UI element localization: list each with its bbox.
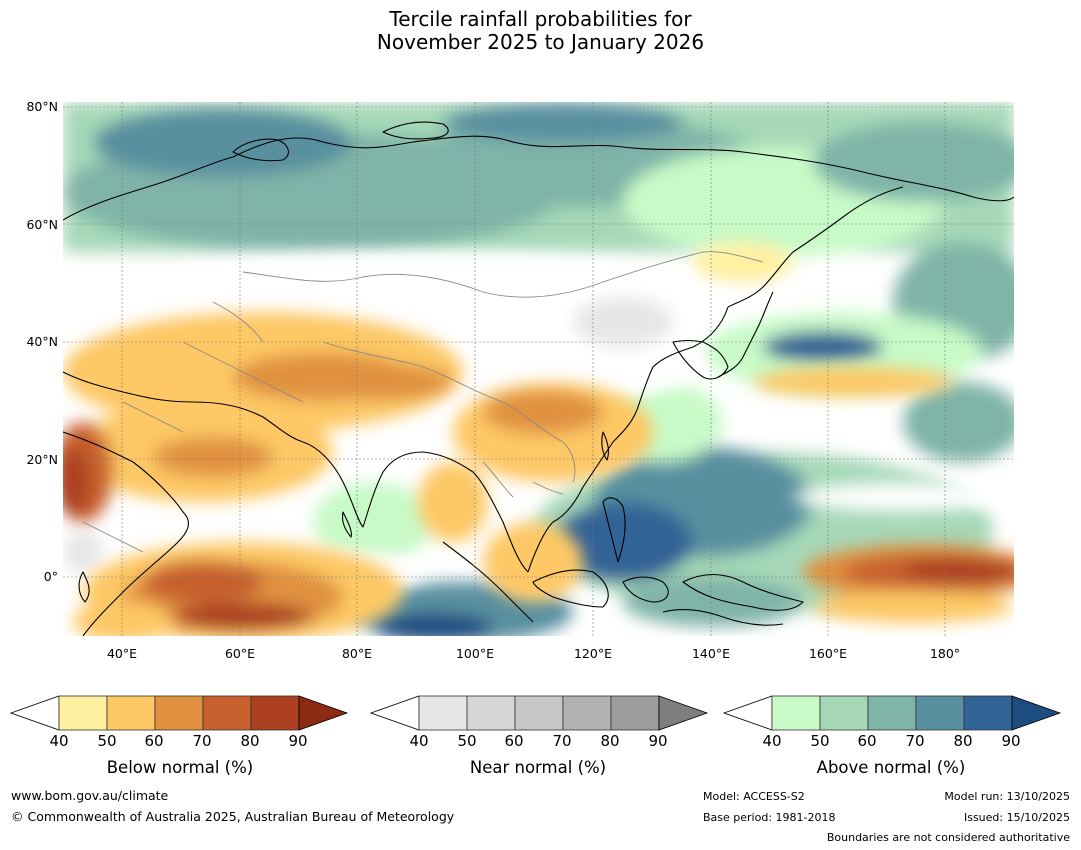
lon-tick-140e: 140°E (691, 646, 730, 661)
lat-tick-40n: 40°N (26, 334, 58, 349)
below-segment-1 (106, 695, 156, 731)
coastlines (63, 121, 1014, 636)
above-segment-0 (771, 695, 821, 731)
above-segment-2 (867, 695, 917, 731)
below-tick-90: 90 (288, 732, 308, 750)
near-segment-0 (418, 695, 468, 731)
above-tick-80: 80 (953, 732, 973, 750)
issued-text: Issued: 15/10/2025 (963, 811, 1070, 824)
near-segment-3 (562, 695, 612, 731)
colorbar-near-normal (370, 695, 709, 731)
colorbar-label-above: Above normal (%) (816, 758, 966, 777)
near-segment-2 (514, 695, 564, 731)
colorbar-above-normal (723, 695, 1062, 731)
lat-tick-60n: 60°N (26, 217, 58, 232)
colorbar-label-below: Below normal (%) (106, 758, 254, 777)
near-tick-80: 80 (600, 732, 620, 750)
above-tick-50: 50 (810, 732, 830, 750)
rainfall-probability-map[interactable] (63, 102, 1014, 636)
lon-tick-60e: 60°E (224, 646, 256, 661)
model-text: Model: ACCESS-S2 (703, 790, 805, 803)
below-extend-low (10, 695, 60, 731)
base-period-text: Base period: 1981-2018 (703, 811, 836, 824)
lon-tick-180: 180° (929, 646, 961, 661)
copyright-text: © Commonwealth of Australia 2025, Austra… (11, 809, 455, 824)
above-segment-3 (915, 695, 965, 731)
above-tick-60: 60 (857, 732, 877, 750)
lat-tick-0: 0° (43, 569, 58, 584)
below-tick-70: 70 (192, 732, 212, 750)
near-tick-40: 40 (409, 732, 429, 750)
below-segment-0 (58, 695, 108, 731)
below-tick-60: 60 (144, 732, 164, 750)
near-extend-high (658, 695, 709, 731)
page-title: Tercile rainfall probabilities for Novem… (0, 8, 1081, 54)
below-tick-40: 40 (49, 732, 69, 750)
below-tick-80: 80 (240, 732, 260, 750)
near-tick-70: 70 (552, 732, 572, 750)
lat-tick-20n: 20°N (26, 452, 58, 467)
below-segment-2 (154, 695, 204, 731)
above-tick-70: 70 (905, 732, 925, 750)
below-extend-high (298, 695, 349, 731)
near-extend-low (370, 695, 420, 731)
above-extend-low (723, 695, 773, 731)
below-segment-4 (250, 695, 300, 731)
title-line-1: Tercile rainfall probabilities for (389, 7, 692, 31)
above-segment-4 (963, 695, 1013, 731)
near-tick-90: 90 (648, 732, 668, 750)
near-tick-60: 60 (504, 732, 524, 750)
below-segment-3 (202, 695, 252, 731)
colorbar-below-normal (10, 695, 349, 731)
above-segment-1 (819, 695, 869, 731)
country-boundaries (82, 251, 764, 553)
near-tick-50: 50 (457, 732, 477, 750)
lon-tick-160e: 160°E (808, 646, 847, 661)
above-extend-high (1011, 695, 1062, 731)
colorbar-label-near: Near normal (%) (469, 758, 607, 777)
website-link[interactable]: www.bom.gov.au/climate (11, 788, 169, 803)
lon-tick-120e: 120°E (573, 646, 612, 661)
lat-tick-80n: 80°N (26, 99, 58, 114)
disclaimer-text: Boundaries are not considered authoritat… (826, 831, 1070, 844)
lon-tick-80e: 80°E (341, 646, 373, 661)
title-line-2: November 2025 to January 2026 (376, 30, 705, 54)
above-tick-90: 90 (1001, 732, 1021, 750)
lon-tick-40e: 40°E (106, 646, 138, 661)
lon-tick-100e: 100°E (455, 646, 494, 661)
below-tick-50: 50 (97, 732, 117, 750)
model-run-text: Model run: 13/10/2025 (944, 790, 1070, 803)
graticule (63, 102, 1014, 636)
near-segment-4 (610, 695, 660, 731)
above-tick-40: 40 (762, 732, 782, 750)
near-segment-1 (466, 695, 516, 731)
